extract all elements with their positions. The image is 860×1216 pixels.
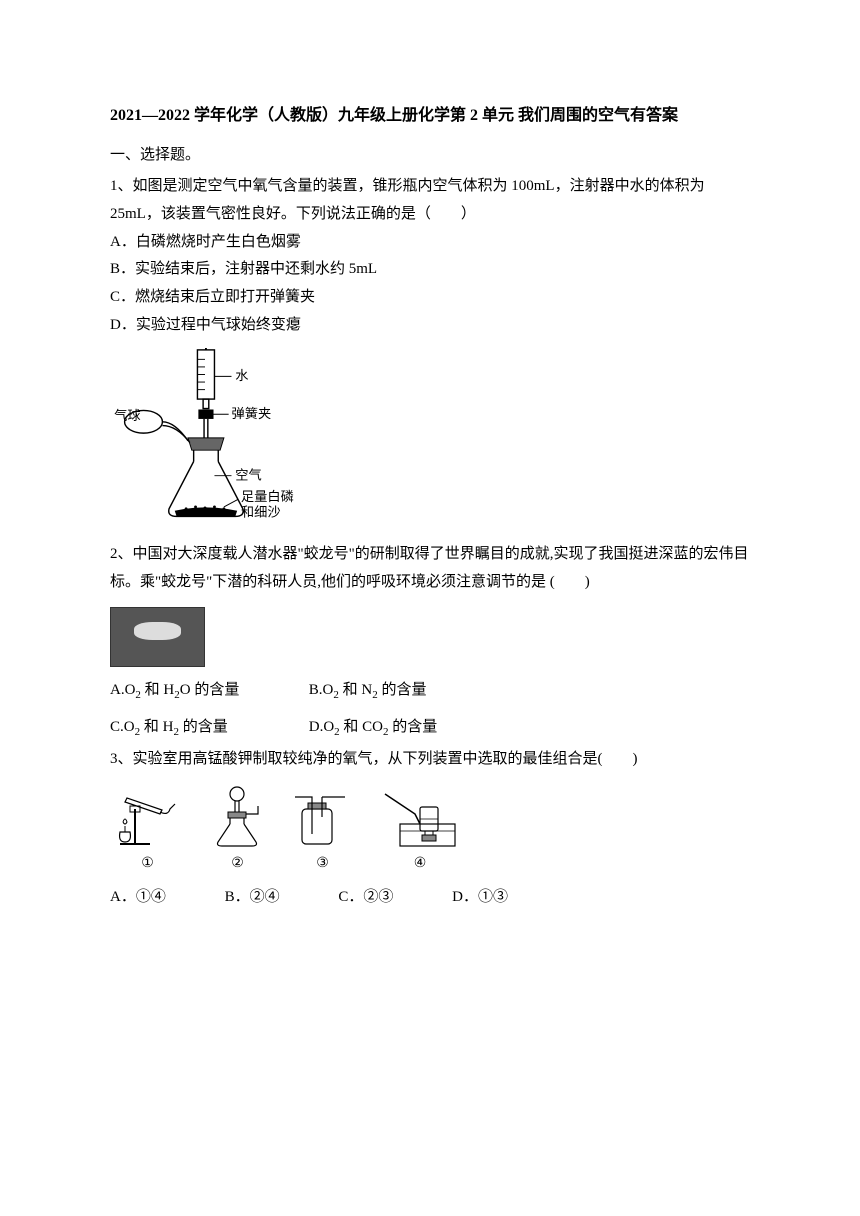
q3-apparatus: ① ② ③: [110, 784, 750, 876]
q1-option-b: B．实验结束后，注射器中还剩水约 5mL: [110, 256, 750, 284]
q1-option-c: C．燃烧结束后立即打开弹簧夹: [110, 284, 750, 312]
q2-option-a: A.O2 和 H2O 的含量: [110, 677, 305, 706]
apparatus-3-label: ③: [290, 851, 355, 876]
q3-option-c: C．②③: [338, 884, 393, 911]
section-header: 一、选择题。: [110, 142, 750, 169]
q2-stem: 2、中国对大深度载人潜水器"蛟龙号"的研制取得了世界瞩目的成就,实现了我国挺进深…: [110, 541, 750, 597]
q2-option-b: B.O2 和 N2 的含量: [309, 677, 504, 706]
apparatus-4-label: ④: [380, 851, 460, 876]
q3-options: A．①④ B．②④ C．②③ D．①③: [110, 884, 750, 911]
q3-option-d: D．①③: [452, 884, 508, 911]
q3-option-a: A．①④: [110, 884, 166, 911]
apparatus-1-label: ①: [110, 851, 185, 876]
svg-text:气球: 气球: [114, 407, 140, 422]
apparatus-4: ④: [380, 789, 460, 876]
q3-stem: 3、实验室用高锰酸钾制取较纯净的氧气，从下列装置中选取的最佳组合是( ): [110, 746, 750, 774]
q1-stem: 1、如图是测定空气中氧气含量的装置，锥形瓶内空气体积为 100mL，注射器中水的…: [110, 173, 750, 229]
apparatus-1: ①: [110, 784, 185, 876]
svg-text:弹簧夹: 弹簧夹: [231, 406, 271, 421]
svg-text:空气: 空气: [235, 467, 261, 482]
q1-diagram: 水 弹簧夹 气球 空气 足量白磷 和细沙: [110, 348, 750, 534]
q1-option-d: D．实验过程中气球始终变瘪: [110, 312, 750, 340]
q2-photo: [110, 607, 205, 667]
q3-option-b: B．②④: [225, 884, 280, 911]
apparatus-3: ③: [290, 789, 355, 876]
q2-options-row1: A.O2 和 H2O 的含量 B.O2 和 N2 的含量: [110, 677, 750, 706]
svg-text:足量白磷: 足量白磷: [241, 489, 294, 504]
page-title: 2021—2022 学年化学（人教版）九年级上册化学第 2 单元 我们周围的空气…: [110, 100, 750, 132]
q2-option-d: D.O2 和 CO2 的含量: [309, 714, 504, 743]
q2-option-c: C.O2 和 H2 的含量: [110, 714, 305, 743]
flask-syringe-diagram: 水 弹簧夹 气球 空气 足量白磷 和细沙: [110, 348, 300, 523]
svg-text:水: 水: [235, 368, 248, 383]
apparatus-2: ②: [210, 784, 265, 876]
q1-option-a: A．白磷燃烧时产生白色烟雾: [110, 229, 750, 257]
apparatus-2-label: ②: [210, 851, 265, 876]
q2-options-row2: C.O2 和 H2 的含量 D.O2 和 CO2 的含量: [110, 714, 750, 743]
svg-text:和细沙: 和细沙: [241, 504, 281, 519]
